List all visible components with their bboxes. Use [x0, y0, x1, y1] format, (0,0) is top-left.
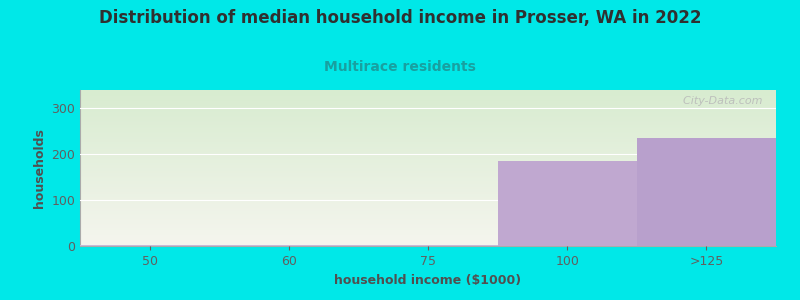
Bar — [637, 138, 776, 246]
Bar — [80, 245, 219, 246]
Text: Multirace residents: Multirace residents — [324, 60, 476, 74]
X-axis label: household income ($1000): household income ($1000) — [334, 274, 522, 286]
Y-axis label: households: households — [33, 128, 46, 208]
Bar — [358, 245, 498, 246]
Bar — [219, 245, 358, 246]
Text: City-Data.com: City-Data.com — [675, 96, 762, 106]
Text: Distribution of median household income in Prosser, WA in 2022: Distribution of median household income … — [98, 9, 702, 27]
Bar — [498, 161, 637, 246]
